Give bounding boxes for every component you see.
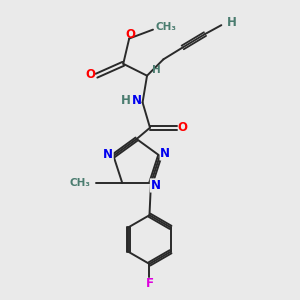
Text: H: H	[152, 65, 161, 75]
Text: F: F	[146, 278, 154, 290]
Text: O: O	[126, 28, 136, 41]
Text: N: N	[150, 179, 161, 192]
Text: H: H	[121, 94, 131, 107]
Text: N: N	[132, 94, 142, 107]
Text: N: N	[160, 147, 170, 160]
Text: CH₃: CH₃	[156, 22, 177, 32]
Text: CH₃: CH₃	[69, 178, 90, 188]
Text: N: N	[103, 148, 113, 161]
Text: O: O	[85, 68, 95, 81]
Text: O: O	[178, 121, 188, 134]
Text: H: H	[227, 16, 237, 29]
